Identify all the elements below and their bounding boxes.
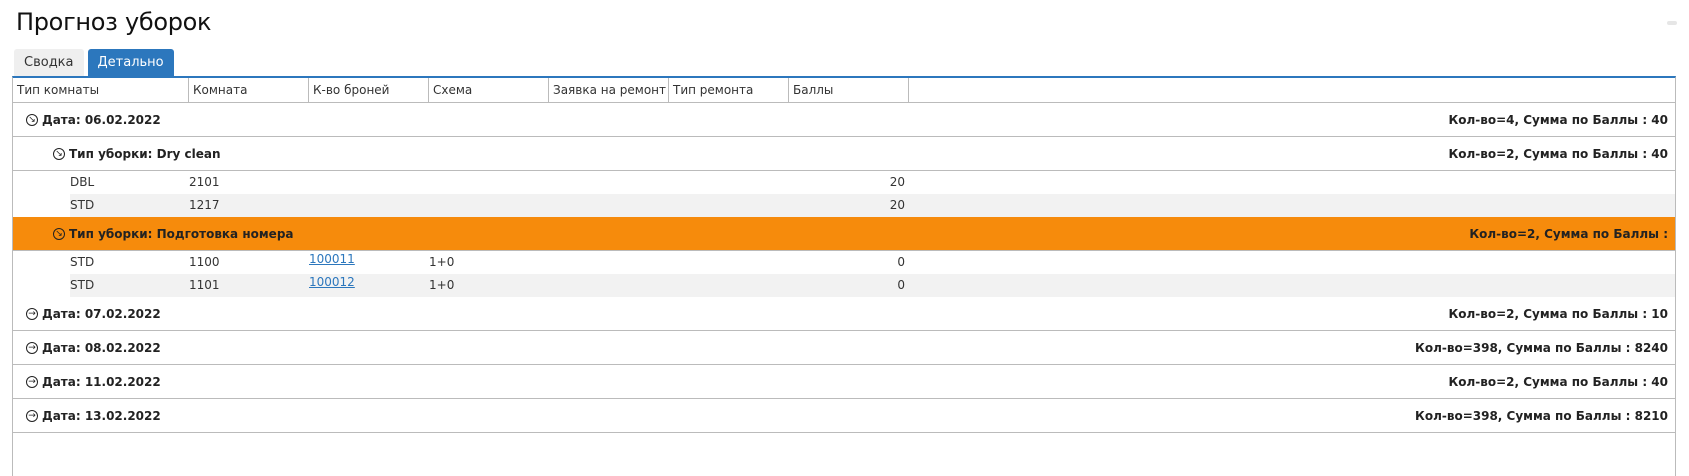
expand-circle-icon[interactable]: →	[26, 409, 38, 422]
cell-bookings: 100011	[309, 251, 429, 274]
column-header-scheme[interactable]: Схема	[429, 78, 549, 102]
forecast-grid: Тип комнаты Комната К-во броней Схема За…	[12, 76, 1676, 476]
group-label: Тип уборки: Dry clean	[69, 147, 221, 161]
group-label: Дата: 11.02.2022	[42, 374, 161, 389]
cell-repair-request	[549, 171, 669, 194]
date-group-row[interactable]: → Дата: 08.02.2022 Кол-во=398, Сумма по Ба…	[13, 331, 1675, 365]
cell-room-type: STD	[70, 278, 95, 292]
grid-header: Тип комнаты Комната К-во броней Схема За…	[13, 78, 1675, 103]
cell-scheme	[429, 194, 549, 217]
group-summary: Кол-во=2, Сумма по Баллы : 40	[1448, 147, 1668, 161]
group-label: Дата: 06.02.2022	[42, 112, 161, 127]
table-row[interactable]: STD 1217 20	[70, 194, 1675, 217]
cell-bookings	[309, 171, 429, 194]
group-label-wrap: ↘ Тип уборки: Dry clean	[13, 147, 221, 161]
group-label-wrap: → Дата: 07.02.2022	[13, 307, 161, 321]
cell-score: 0	[897, 278, 905, 292]
date-group-row[interactable]: → Дата: 11.02.2022 Кол-во=2, Сумма по Балл…	[13, 365, 1675, 399]
tab-detailed[interactable]: Детально	[87, 49, 174, 76]
cell-bookings: 100012	[309, 274, 429, 297]
cell-bookings	[309, 194, 429, 217]
booking-link[interactable]: 100011	[309, 252, 355, 266]
group-label-wrap: → Дата: 11.02.2022	[13, 375, 161, 389]
cell-room-type: STD	[70, 255, 95, 269]
date-group-row[interactable]: ↘ Дата: 06.02.2022 Кол-во=4, Сумма по Балл…	[13, 103, 1675, 137]
expand-circle-icon[interactable]: →	[26, 341, 38, 354]
cell-repair-type	[669, 171, 789, 194]
tab-bar: Сводка Детально	[14, 49, 174, 76]
column-header-bookings[interactable]: К-во броней	[309, 78, 429, 102]
group-label: Дата: 08.02.2022	[42, 340, 161, 355]
cell-room-type: DBL	[70, 175, 95, 189]
cell-repair-request	[549, 251, 669, 274]
expand-circle-icon[interactable]: →	[26, 375, 38, 388]
cell-room: 1217	[189, 198, 220, 212]
scrollbar[interactable]	[1667, 21, 1677, 25]
cell-room: 1101	[189, 278, 220, 292]
collapse-circle-icon[interactable]: ↘	[53, 228, 65, 240]
table-row[interactable]: DBL 2101 20	[70, 171, 1675, 194]
grid-body: ↘ Дата: 06.02.2022 Кол-во=4, Сумма по Балл…	[13, 103, 1675, 433]
cell-scheme: 1+0	[429, 255, 455, 269]
collapse-circle-icon[interactable]: ↘	[26, 113, 38, 126]
group-label: Дата: 07.02.2022	[42, 306, 161, 321]
column-header-repair-request[interactable]: Заявка на ремонт	[549, 78, 669, 102]
group-summary: Кол-во=2, Сумма по Баллы : 40	[1448, 374, 1668, 389]
column-header-score[interactable]: Баллы	[789, 78, 909, 102]
cell-repair-request	[549, 194, 669, 217]
group-summary: Кол-во=398, Сумма по Баллы : 8240	[1415, 340, 1668, 355]
cell-score: 0	[897, 255, 905, 269]
table-row[interactable]: STD 1100 100011 1+0 0	[70, 251, 1675, 274]
group-label-wrap: → Дата: 13.02.2022	[13, 409, 161, 423]
cell-repair-type	[669, 194, 789, 217]
date-group-row[interactable]: → Дата: 13.02.2022 Кол-во=398, Сумма по Ба…	[13, 399, 1675, 433]
column-header-repair-type[interactable]: Тип ремонта	[669, 78, 789, 102]
cleaning-type-group-row[interactable]: ↘ Тип уборки: Dry clean Кол-во=2, Сумма по…	[13, 137, 1675, 171]
group-summary: Кол-во=4, Сумма по Баллы : 40	[1448, 112, 1668, 127]
column-header-room-type[interactable]: Тип комнаты	[13, 78, 189, 102]
cell-repair-type	[669, 251, 789, 274]
booking-link[interactable]: 100012	[309, 275, 355, 289]
collapse-circle-icon[interactable]: ↘	[53, 148, 65, 160]
cell-room-type: STD	[70, 198, 95, 212]
group-summary: Кол-во=2, Сумма по Баллы : 10	[1448, 306, 1668, 321]
group-summary: Кол-во=398, Сумма по Баллы : 8210	[1415, 408, 1668, 423]
group-summary: Кол-во=2, Сумма по Баллы :	[1469, 227, 1668, 241]
group-label-wrap: → Дата: 08.02.2022	[13, 341, 161, 355]
cell-room: 1100	[189, 255, 220, 269]
cell-scheme	[429, 171, 549, 194]
column-header-filler	[909, 78, 1675, 102]
cell-repair-request	[549, 274, 669, 297]
cell-scheme: 1+0	[429, 278, 455, 292]
cell-score: 20	[889, 198, 905, 212]
tab-summary[interactable]: Сводка	[14, 49, 84, 76]
cell-score: 20	[889, 175, 905, 189]
group-label: Дата: 13.02.2022	[42, 408, 161, 423]
group-label: Тип уборки: Подготовка номера	[69, 227, 294, 241]
cell-repair-type	[669, 274, 789, 297]
expand-circle-icon[interactable]: →	[26, 307, 38, 320]
cell-room: 2101	[189, 175, 220, 189]
table-row[interactable]: STD 1101 100012 1+0 0	[70, 274, 1675, 297]
cleaning-type-group-row[interactable]: ↘ Тип уборки: Подготовка номера Кол-во=2, …	[13, 217, 1675, 251]
page-title: Прогноз уборок	[16, 8, 212, 36]
group-label-wrap: ↘ Тип уборки: Подготовка номера	[13, 227, 294, 241]
date-group-row[interactable]: → Дата: 07.02.2022 Кол-во=2, Сумма по Балл…	[13, 297, 1675, 331]
column-header-room[interactable]: Комната	[189, 78, 309, 102]
group-label-wrap: ↘ Дата: 06.02.2022	[13, 113, 161, 127]
